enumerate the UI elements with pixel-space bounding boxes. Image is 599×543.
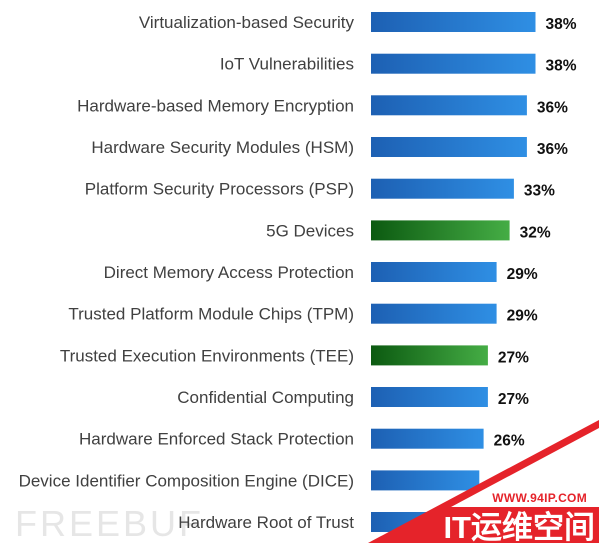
bar bbox=[371, 137, 527, 157]
bar bbox=[371, 53, 536, 74]
bar-row: Trusted Execution Environments (TEE) 27% bbox=[60, 345, 529, 366]
bar bbox=[371, 220, 510, 241]
bar bbox=[371, 303, 497, 324]
bar-row: Hardware-based Memory Encryption 36% bbox=[77, 95, 568, 116]
bar bbox=[371, 345, 488, 366]
category-label: Hardware Root of Trust bbox=[178, 513, 354, 532]
bar-row: 5G Devices 32% bbox=[266, 220, 551, 241]
bar-row: Direct Memory Access Protection 29% bbox=[104, 262, 538, 283]
watermark-freebuf: FREEBUF bbox=[15, 503, 204, 543]
bar-row: Hardware Enforced Stack Protection 26% bbox=[79, 428, 525, 450]
value-label: 27% bbox=[498, 391, 529, 408]
bar-row: Confidential Computing 27% bbox=[177, 387, 529, 408]
value-label: 36% bbox=[537, 141, 568, 158]
value-label: 29% bbox=[507, 266, 538, 283]
category-label: Virtualization-based Security bbox=[139, 13, 355, 32]
value-label: 26% bbox=[494, 433, 525, 450]
category-label: Trusted Execution Environments (TEE) bbox=[60, 346, 354, 365]
watermark-site-url: WWW.94IP.COM bbox=[492, 491, 587, 505]
bar bbox=[371, 95, 527, 116]
category-label: 5G Devices bbox=[266, 221, 354, 240]
bar-row: Hardware Security Modules (HSM) 36% bbox=[91, 137, 568, 158]
bar bbox=[371, 387, 488, 407]
value-label: 38% bbox=[546, 58, 577, 75]
value-label: 32% bbox=[520, 224, 551, 241]
bar-row: IoT Vulnerabilities 38% bbox=[220, 53, 577, 75]
category-label: IoT Vulnerabilities bbox=[220, 55, 354, 74]
category-label: Hardware-based Memory Encryption bbox=[77, 96, 354, 115]
bar-row: Trusted Platform Module Chips (TPM) 29% bbox=[68, 303, 538, 325]
bar bbox=[371, 428, 484, 449]
value-label: 36% bbox=[537, 99, 568, 116]
category-label: Trusted Platform Module Chips (TPM) bbox=[68, 305, 354, 324]
category-label: Direct Memory Access Protection bbox=[104, 263, 354, 282]
category-label: Confidential Computing bbox=[177, 388, 354, 407]
value-label: 27% bbox=[498, 349, 529, 366]
category-label: Hardware Enforced Stack Protection bbox=[79, 430, 354, 449]
bar-row: Virtualization-based Security 38% bbox=[139, 12, 577, 33]
bar-row: Platform Security Processors (PSP) 33% bbox=[85, 178, 555, 200]
bar bbox=[371, 12, 536, 32]
bar-row: Device Identifier Composition Engine (DI… bbox=[19, 470, 480, 491]
value-label: 38% bbox=[546, 16, 577, 33]
bar bbox=[371, 470, 480, 491]
bar bbox=[371, 178, 514, 199]
watermark-red-triangle bbox=[368, 420, 599, 543]
watermark-brand: IT运维空间 bbox=[443, 510, 595, 543]
category-label: Hardware Security Modules (HSM) bbox=[91, 138, 354, 157]
bar bbox=[371, 262, 497, 282]
bar-rows: Virtualization-based Security 38%IoT Vuln… bbox=[19, 12, 577, 532]
category-label: Device Identifier Composition Engine (DI… bbox=[19, 471, 354, 490]
category-label: Platform Security Processors (PSP) bbox=[85, 180, 354, 199]
value-label: 29% bbox=[507, 308, 538, 325]
value-label: 33% bbox=[524, 183, 555, 200]
watermark-white-band bbox=[451, 428, 599, 507]
